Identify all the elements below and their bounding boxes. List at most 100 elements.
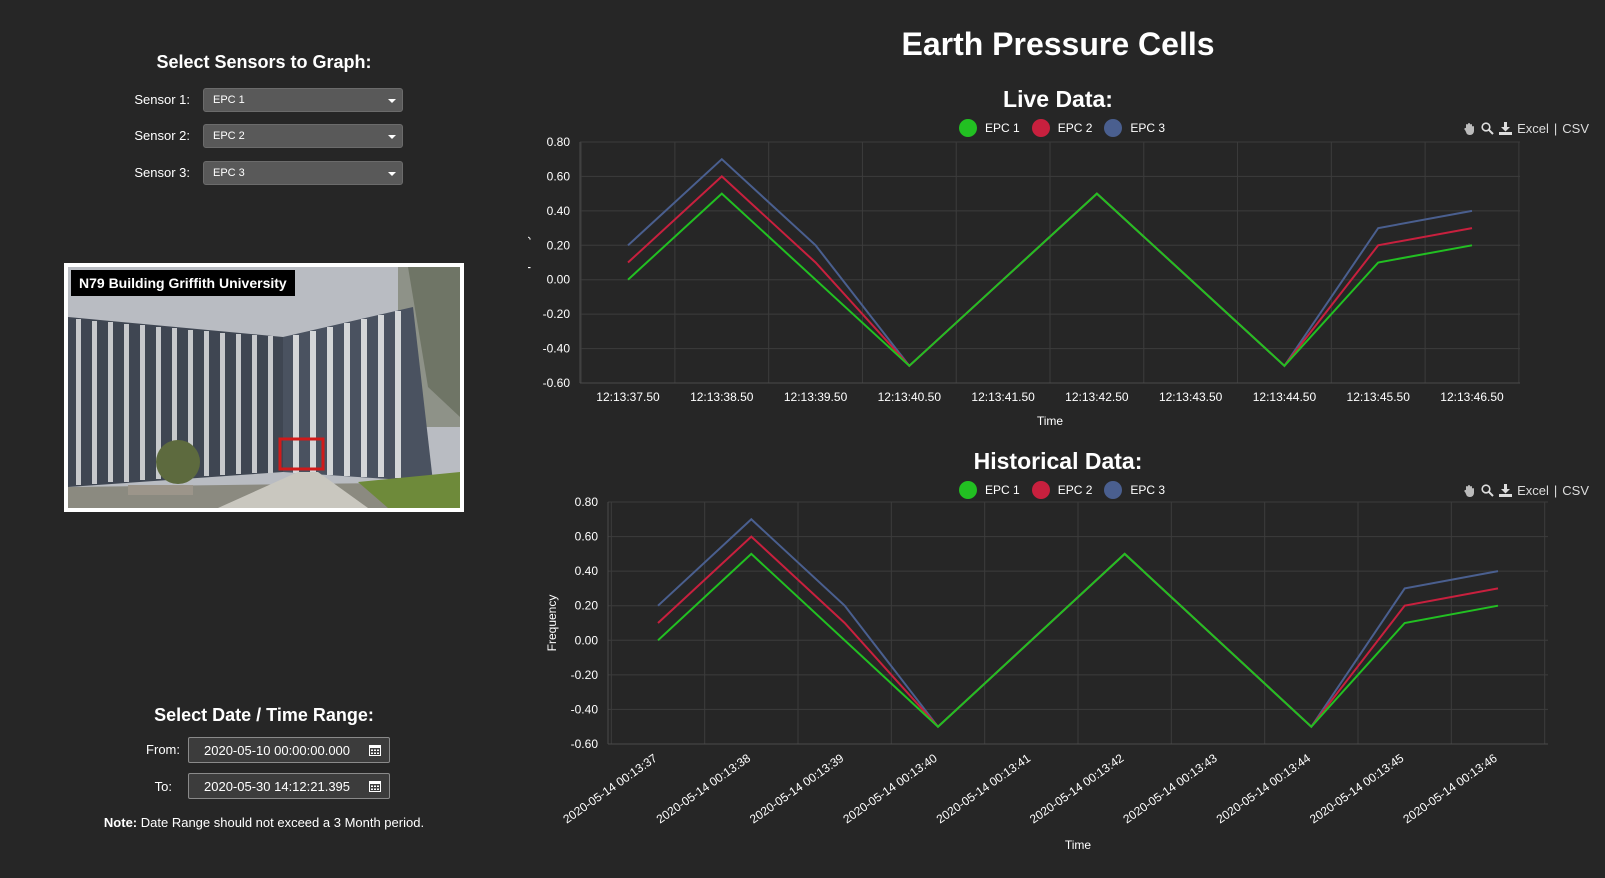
historical-data-chart[interactable]: 0.800.600.400.200.00-0.20-0.40-0.602020-… bbox=[528, 492, 1588, 878]
legend-marker bbox=[1031, 119, 1050, 137]
x-axis-label: Time bbox=[1065, 838, 1092, 852]
sensor-2-label: Sensor 2: bbox=[134, 128, 190, 143]
y-tick-label: 0.40 bbox=[575, 564, 599, 578]
legend-label: EPC 2 bbox=[1057, 483, 1093, 497]
y-tick-label: -0.60 bbox=[571, 737, 599, 751]
date-range-heading: Select Date / Time Range: bbox=[154, 705, 374, 725]
y-tick-label: -0.60 bbox=[543, 376, 571, 390]
x-tick-label: 12:13:41.50 bbox=[971, 390, 1035, 404]
y-tick-label: 0.20 bbox=[547, 238, 571, 252]
y-tick-label: 0.80 bbox=[575, 495, 599, 509]
export-excel-link[interactable]: Excel bbox=[1517, 121, 1549, 136]
series-line-epc1 bbox=[627, 192, 1473, 368]
zoom-icon[interactable] bbox=[1481, 484, 1494, 497]
x-tick-label: 12:13:45.50 bbox=[1347, 390, 1411, 404]
sensor-1-select[interactable]: EPC 1 bbox=[203, 88, 403, 112]
y-tick-label: 0.60 bbox=[547, 169, 571, 183]
sensor-select-heading: Select Sensors to Graph: bbox=[156, 52, 372, 72]
page-title: Earth Pressure Cells bbox=[901, 26, 1215, 62]
from-date-value: 2020-05-10 00:00:00.000 bbox=[204, 743, 351, 758]
to-date-input[interactable]: 2020-05-30 14:12:21.395 bbox=[188, 773, 390, 799]
x-tick-label: 12:13:37.50 bbox=[596, 390, 660, 404]
x-tick-label: 12:13:44.50 bbox=[1253, 390, 1317, 404]
y-tick-label: 0.20 bbox=[575, 599, 599, 613]
y-axis-label: Frequency bbox=[545, 595, 559, 652]
live-chart-legend: EPC 1 EPC 2 EPC 3 bbox=[959, 119, 1171, 137]
legend-item-epc3[interactable]: EPC 3 bbox=[1104, 119, 1165, 137]
chevron-down-icon bbox=[388, 99, 396, 103]
building-photo: N79 Building Griffith University bbox=[64, 263, 464, 512]
legend-marker bbox=[1104, 119, 1123, 137]
hand-icon[interactable] bbox=[1463, 484, 1476, 497]
legend-item-epc2[interactable]: EPC 2 bbox=[1031, 119, 1093, 137]
legend-marker bbox=[959, 119, 977, 137]
x-tick-label: 12:13:40.50 bbox=[878, 390, 942, 404]
zoom-icon[interactable] bbox=[1481, 122, 1494, 135]
building-image: N79 Building Griffith University bbox=[68, 267, 460, 508]
legend-label: EPC 1 bbox=[985, 121, 1020, 135]
y-tick-label: -0.40 bbox=[571, 702, 599, 716]
x-tick-label: 2020-05-14 00:13:46 bbox=[1400, 751, 1500, 827]
series-line-epc1 bbox=[657, 552, 1499, 729]
sensor-row-2: Sensor 2: EPC 2 bbox=[0, 124, 528, 148]
download-icon[interactable] bbox=[1499, 484, 1513, 497]
x-tick-label: 2020-05-14 00:13:43 bbox=[1120, 751, 1220, 827]
sensor-row-1: Sensor 1: EPC 1 bbox=[0, 88, 528, 112]
y-tick-label: -0.40 bbox=[543, 342, 571, 356]
sensor-1-label: Sensor 1: bbox=[134, 92, 190, 107]
x-tick-label: 2020-05-14 00:13:40 bbox=[840, 751, 940, 827]
calendar-icon[interactable] bbox=[369, 780, 381, 792]
x-tick-label: 2020-05-14 00:13:45 bbox=[1307, 751, 1407, 827]
legend-marker bbox=[959, 481, 977, 499]
legend-label: EPC 3 bbox=[1130, 483, 1166, 497]
legend-item-epc1[interactable]: EPC 1 bbox=[959, 481, 1020, 499]
x-tick-label: 12:13:43.50 bbox=[1159, 390, 1223, 404]
live-data-chart[interactable]: 0.80 0.60 0.40 0.20 0.00 -0.20 -0.40 -0.60 12:13… bbox=[528, 130, 1588, 440]
legend-label: EPC 3 bbox=[1130, 121, 1166, 135]
live-chart-toolbar: Excel | CSV bbox=[1463, 121, 1589, 136]
y-axis-label: Frequency bbox=[528, 234, 531, 291]
x-tick-label: 2020-05-14 00:13:41 bbox=[934, 751, 1034, 827]
x-tick-label: 12:13:46.50 bbox=[1440, 390, 1504, 404]
from-label: From: bbox=[146, 742, 180, 757]
legend-item-epc2[interactable]: EPC 2 bbox=[1031, 481, 1093, 499]
x-tick-label: 12:13:39.50 bbox=[784, 390, 848, 404]
x-tick-label: 2020-05-14 00:13:44 bbox=[1214, 751, 1314, 827]
sensor-3-label: Sensor 3: bbox=[134, 165, 190, 180]
sensor-3-select[interactable]: EPC 3 bbox=[203, 161, 403, 185]
hand-icon[interactable] bbox=[1463, 122, 1476, 135]
photo-caption: N79 Building Griffith University bbox=[71, 270, 295, 296]
live-chart-title: Live Data: bbox=[1003, 86, 1113, 112]
legend-marker bbox=[1104, 481, 1123, 499]
x-tick-label: 2020-05-14 00:13:38 bbox=[654, 751, 754, 827]
date-range-note: Note: Date Range should not exceed a 3 M… bbox=[0, 815, 528, 830]
y-tick-label: 0.00 bbox=[575, 633, 599, 647]
calendar-icon[interactable] bbox=[369, 744, 381, 756]
y-tick-label: 0.60 bbox=[575, 530, 599, 544]
historical-chart-title: Historical Data: bbox=[973, 448, 1143, 474]
toolbar-separator: | bbox=[1553, 483, 1558, 498]
y-tick-label: 0.80 bbox=[547, 135, 571, 149]
x-tick-label: 2020-05-14 00:13:37 bbox=[560, 751, 660, 827]
chevron-down-icon bbox=[388, 172, 396, 176]
legend-label: EPC 2 bbox=[1057, 121, 1093, 135]
legend-item-epc3[interactable]: EPC 3 bbox=[1104, 481, 1165, 499]
export-csv-link[interactable]: CSV bbox=[1562, 121, 1589, 136]
x-tick-label: 2020-05-14 00:13:42 bbox=[1027, 751, 1127, 827]
note-bold: Note: bbox=[103, 815, 138, 830]
y-tick-label: 0.00 bbox=[547, 273, 571, 287]
to-label: To: bbox=[154, 779, 172, 794]
x-tick-label: 2020-05-14 00:13:39 bbox=[747, 751, 847, 827]
y-tick-label: 0.40 bbox=[547, 204, 571, 218]
from-date-input[interactable]: 2020-05-10 00:00:00.000 bbox=[188, 737, 390, 763]
sensor-2-select[interactable]: EPC 2 bbox=[203, 124, 403, 148]
y-tick-label: -0.20 bbox=[543, 307, 571, 321]
sensor-row-3: Sensor 3: EPC 3 bbox=[0, 161, 528, 185]
sensor-3-value: EPC 3 bbox=[213, 167, 245, 179]
export-csv-link[interactable]: CSV bbox=[1562, 483, 1589, 498]
chevron-down-icon bbox=[388, 135, 396, 139]
legend-item-epc1[interactable]: EPC 1 bbox=[959, 119, 1020, 137]
export-excel-link[interactable]: Excel bbox=[1517, 483, 1549, 498]
download-icon[interactable] bbox=[1499, 122, 1513, 135]
building-illustration bbox=[68, 267, 460, 508]
